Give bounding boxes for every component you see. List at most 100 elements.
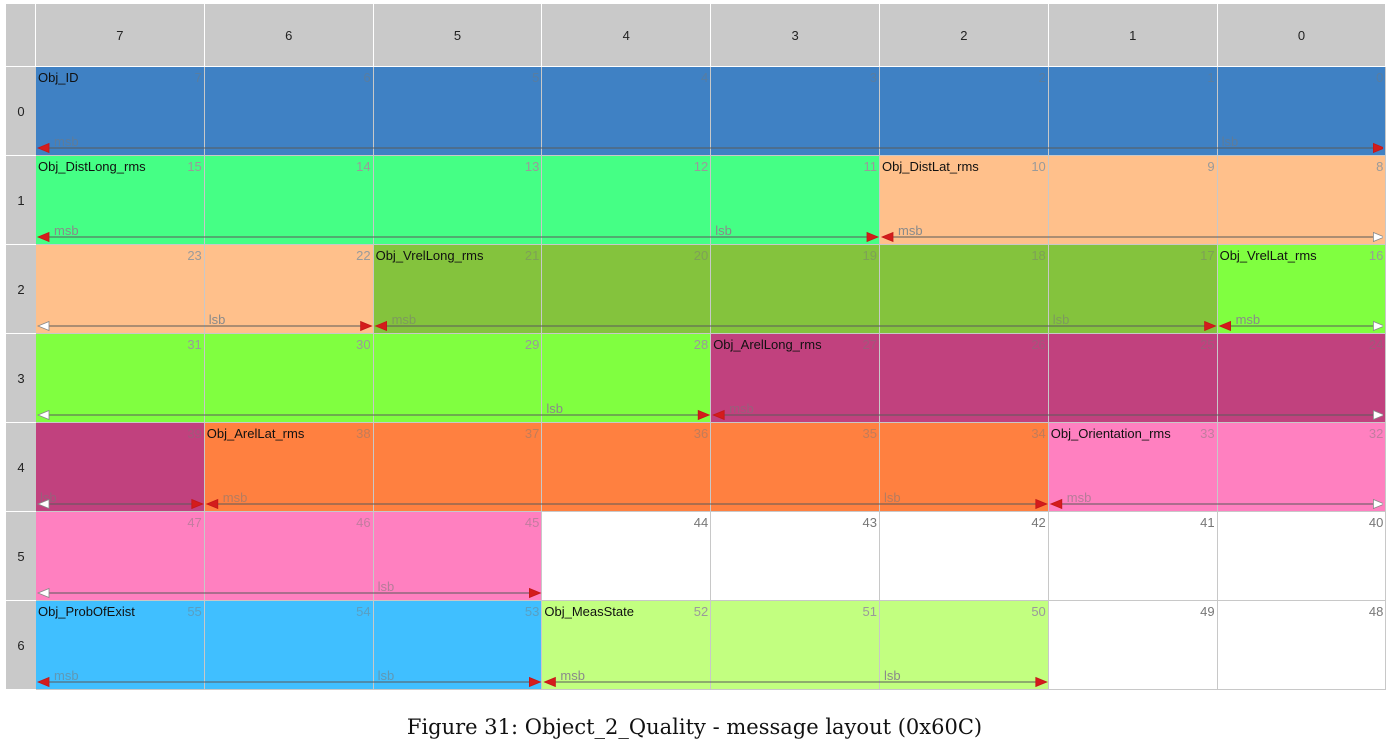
bit-number: 11 [863,159,877,174]
bit-cell-13: 13 [373,156,543,245]
bit-number: 39 [187,426,202,441]
msb-tag: msb [54,134,79,149]
msb-tag: msb [729,401,754,416]
bit-number: 10 [1031,159,1046,174]
bit-number: 27 [862,337,877,352]
row-header-6: 6 [6,601,36,690]
bit-cell-44: 44 [542,512,712,601]
bit-cell-31: 31 [36,334,205,423]
bit-number: 0 [1376,70,1384,85]
bit-cell-15: 15 Obj_DistLong_rms msb [36,156,205,245]
bit-number: 15 [187,159,202,174]
column-header-6: 6 [204,4,374,67]
lsb-tag: lsb [1221,134,1239,149]
bit-cell-17: 17 lsb [1048,245,1218,334]
lsb-tag: lsb [884,490,901,505]
bit-cell-3: 3 [711,67,880,156]
bit-number: 33 [1200,426,1215,441]
bit-number: 6 [363,70,371,85]
column-header-7: 7 [36,4,205,67]
signal-name-obj-id: Obj_ID [38,70,79,85]
bit-cell-14: 14 [204,156,374,245]
lsb-tag: lsb [1052,312,1070,327]
bit-number: 37 [524,426,540,441]
bit-cell-6: 6 [204,67,374,156]
bit-number: 51 [862,604,877,619]
bit-cell-40: 40 [1217,512,1387,601]
bit-number: 34 [1031,426,1046,441]
bit-cell-53: 53 lsb [373,601,543,690]
bit-cell-1: 1 [1048,67,1218,156]
lsb-tag: lsb [546,401,564,416]
bit-cell-2: 2 [880,67,1049,156]
bit-cell-35: 35 [711,423,880,512]
bit-cell-10: 10 Obj_DistLat_rms msb [880,156,1049,245]
bit-cell-52: 52 Obj_MeasState msb [542,601,712,690]
bit-cell-28: 28 lsb [542,334,712,423]
bit-cell-20: 20 [542,245,712,334]
bit-number: 24 [1368,337,1384,352]
bit-number: 18 [1031,248,1046,263]
bit-number: 16 [1368,248,1384,263]
row-header-3: 3 [6,334,36,423]
msb-tag: msb [222,490,248,505]
column-header-0: 0 [1217,4,1387,67]
bit-cell-47: 47 [36,512,205,601]
bit-number: 7 [194,70,202,85]
bit-number: 5 [532,70,540,85]
bit-cell-11: 11 lsb [711,156,880,245]
signal-name-obj-probofexist: Obj_ProbOfExist [38,604,135,619]
bit-number: 9 [1207,159,1215,174]
signal-name-obj-orientation-rms: Obj_Orientation_rms [1050,426,1171,441]
signal-name-obj-vrellat-rms: Obj_VrelLat_rms [1219,248,1317,263]
bit-number: 30 [356,337,371,352]
bit-cell-8: 8 [1217,156,1387,245]
msb-tag: msb [1235,312,1261,327]
bit-cell-27: 27 Obj_ArelLong_rms msb [711,334,880,423]
bit-cell-30: 30 [204,334,374,423]
msb-tag: msb [391,312,417,327]
bit-number: 21 [524,248,540,263]
bit-number: 47 [187,515,202,530]
bit-number: 2 [1038,70,1046,85]
bit-cell-36: 36 [542,423,712,512]
bit-cell-12: 12 [542,156,712,245]
bit-cell-5: 5 [373,67,543,156]
bit-cell-32: 32 [1217,423,1387,512]
bit-number: 19 [862,248,877,263]
bit-cell-41: 41 [1048,512,1218,601]
bit-cell-19: 19 [711,245,880,334]
bit-cell-22: 22 lsb [204,245,374,334]
column-header-4: 4 [542,4,712,67]
bit-number: 14 [356,159,371,174]
msb-tag: msb [54,223,79,238]
signal-name-obj-arellat-rms: Obj_ArelLat_rms [206,426,305,441]
column-header-1: 1 [1048,4,1218,67]
bit-number: 8 [1376,159,1384,174]
lsb-tag: lsb [377,579,395,594]
bit-number: 12 [693,159,709,174]
bit-number: 40 [1368,515,1384,530]
bit-cell-45: 45 lsb [373,512,543,601]
bit-number: 22 [356,248,371,263]
bit-number: 41 [1200,515,1215,530]
bit-number: 43 [862,515,877,530]
signal-name-obj-vrellong-rms: Obj_VrelLong_rms [375,248,484,263]
row-header-0: 0 [6,67,36,156]
bit-cell-26: 26 [880,334,1049,423]
bit-number: 52 [693,604,709,619]
bit-cell-46: 46 [204,512,374,601]
bit-number: 48 [1368,604,1384,619]
lsb-tag: lsb [208,312,226,327]
bit-number: 26 [1031,337,1046,352]
bit-cell-25: 25 [1048,334,1218,423]
bit-cell-50: 50 lsb [880,601,1049,690]
bit-number: 35 [862,426,877,441]
bit-cell-18: 18 [880,245,1049,334]
bit-number: 38 [356,426,371,441]
lsb-tag: lsb [884,668,901,683]
